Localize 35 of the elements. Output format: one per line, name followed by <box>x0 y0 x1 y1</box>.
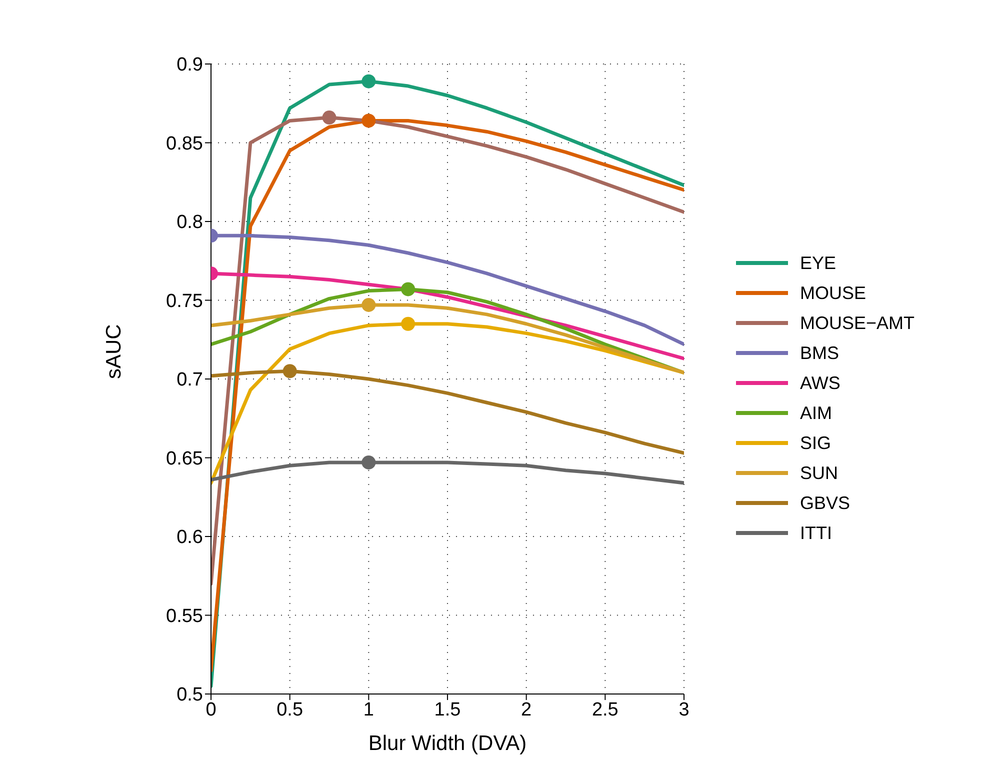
y-tick-label: 0.8 <box>176 212 203 234</box>
x-tick-label: 2 <box>521 699 532 720</box>
y-tick-label: 0.75 <box>166 290 203 312</box>
point <box>401 282 416 296</box>
legend-label: AWS <box>800 372 840 394</box>
point <box>362 455 376 470</box>
point <box>362 74 376 88</box>
legend-label: ITTI <box>800 522 832 544</box>
y-tick-label: 0.5 <box>176 684 203 706</box>
legend-label: MOUSE <box>800 282 866 304</box>
point <box>362 298 376 312</box>
x-tick-label: 1 <box>363 699 374 720</box>
y-axis-title: sAUC <box>102 324 126 379</box>
legend-label: SUN <box>800 462 838 484</box>
legend-label: AIM <box>800 402 832 424</box>
x-tick-label: 0.5 <box>276 699 304 720</box>
x-tick-label: 0 <box>206 699 216 720</box>
x-tick-label: 1.5 <box>434 699 461 720</box>
y-tick-label: 0.65 <box>166 448 203 470</box>
y-tick-label: 0.55 <box>166 606 203 627</box>
y-tick-label: 0.6 <box>176 527 203 548</box>
x-axis-title: Blur Width (DVA) <box>368 732 527 755</box>
legend-label: SIG <box>800 432 832 454</box>
legend-label: BMS <box>800 342 840 364</box>
point <box>362 114 376 128</box>
point <box>322 110 336 125</box>
legend-label: EYE <box>800 252 836 274</box>
y-tick-label: 0.9 <box>176 54 203 76</box>
y-tick-label: 0.85 <box>166 133 203 154</box>
x-tick-label: 2.5 <box>592 699 618 720</box>
legend-label: GBVS <box>800 492 850 514</box>
legend-label: MOUSE−AMT <box>800 312 915 334</box>
x-tick-label: 3 <box>678 699 690 720</box>
point <box>401 316 416 331</box>
y-tick-label: 0.7 <box>176 370 203 391</box>
